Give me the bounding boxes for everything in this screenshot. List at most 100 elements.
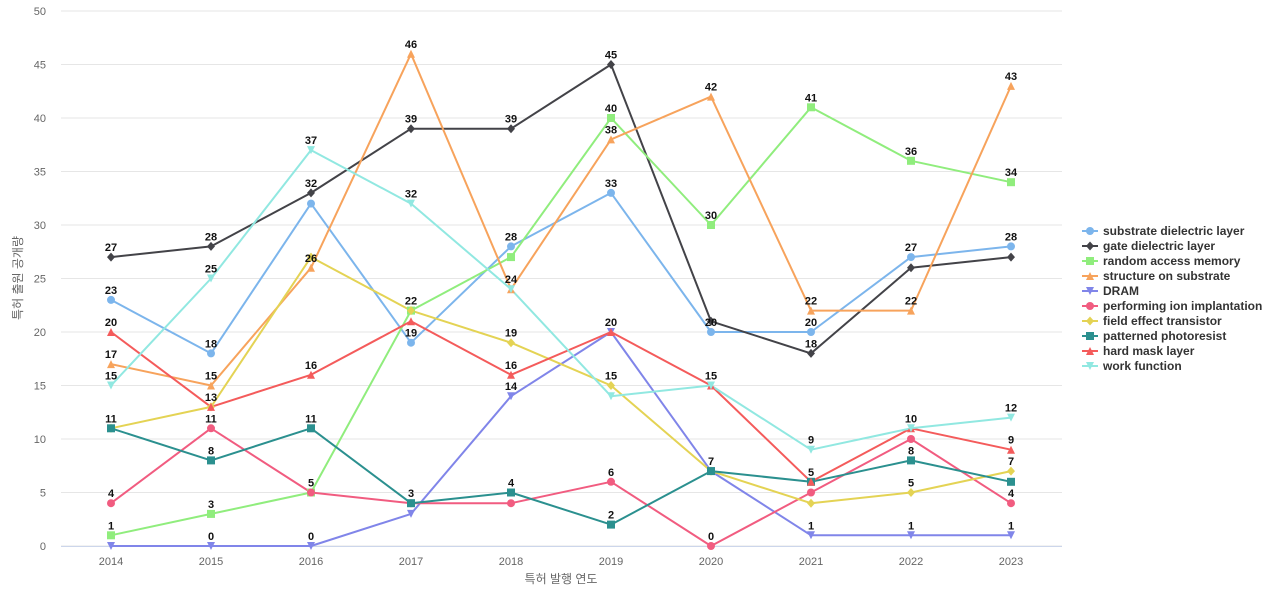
legend-item[interactable]: gate dielectric layer (1082, 239, 1215, 253)
x-tick-label: 2019 (599, 556, 623, 568)
legend-item[interactable]: hard mask layer (1082, 344, 1195, 358)
series-point (1007, 445, 1015, 454)
data-label: 5 (308, 478, 314, 490)
x-tick-label: 2016 (299, 556, 323, 568)
series-point (507, 370, 515, 379)
series-markers (107, 49, 1015, 550)
y-tick-label: 15 (34, 381, 46, 393)
data-label: 9 (808, 435, 814, 447)
x-tick-label: 2022 (899, 556, 923, 568)
legend-item[interactable]: field effect transistor (1082, 314, 1222, 328)
series-point (107, 381, 115, 390)
series-point (807, 103, 815, 112)
data-label: 18 (205, 338, 217, 350)
data-label: 41 (805, 92, 817, 104)
x-axis-title: 특허 발행 연도 (525, 571, 598, 586)
y-tick-label: 45 (34, 60, 46, 72)
series-point (1007, 413, 1015, 422)
legend-item[interactable]: work function (1082, 359, 1182, 373)
data-label: 4 (108, 488, 115, 500)
series-point (707, 92, 715, 101)
data-label: 9 (1008, 435, 1014, 447)
series-point (307, 188, 315, 198)
series-point (907, 424, 915, 433)
legend-label: DRAM (1103, 284, 1139, 298)
series-point (907, 456, 915, 465)
series-point (307, 542, 315, 550)
series-lines (110, 52, 1012, 547)
data-label: 22 (805, 296, 817, 308)
series-point (107, 531, 115, 540)
series-point (707, 221, 715, 229)
series-point (607, 520, 615, 529)
legend-item[interactable]: performing ion implantation (1082, 299, 1262, 313)
data-label: 7 (708, 456, 714, 468)
series-point (607, 328, 615, 336)
series-point (707, 316, 715, 326)
series-point (707, 542, 715, 550)
legend-swatch-marker (1086, 241, 1094, 251)
y-tick-label: 35 (34, 167, 46, 179)
series-point (507, 488, 515, 497)
series-point (807, 445, 815, 454)
series-point (607, 188, 615, 197)
series-point (707, 328, 715, 336)
data-label: 45 (605, 50, 617, 62)
data-label: 33 (605, 178, 617, 190)
legend-item[interactable]: random access memory (1082, 254, 1241, 268)
legend-label: performing ion implantation (1103, 299, 1262, 313)
series-point (407, 317, 415, 326)
data-label: 1 (1008, 520, 1014, 532)
legend-item[interactable]: substrate dielectric layer (1082, 224, 1245, 238)
series-point (407, 499, 415, 508)
data-label: 36 (905, 146, 917, 158)
series-point (1007, 252, 1015, 262)
series-point (407, 124, 415, 134)
series-point (407, 338, 415, 347)
legend-item[interactable]: structure on substrate (1082, 269, 1231, 283)
data-label: 16 (305, 360, 317, 372)
y-tick-label: 20 (34, 327, 46, 339)
series-line (110, 256, 1012, 505)
data-labels: 2723201715114128251815131183037322616115… (105, 39, 1018, 543)
series-line (110, 149, 1012, 451)
series-point (907, 263, 915, 273)
legend-swatch-marker (1086, 257, 1094, 265)
legend-item[interactable]: patterned photoresist (1082, 329, 1226, 343)
series-point (807, 498, 815, 508)
series-point (407, 49, 415, 58)
series-line (110, 320, 1012, 483)
y-tick-label: 10 (34, 434, 46, 446)
series-point (607, 135, 615, 144)
legend-swatch-marker (1086, 332, 1094, 340)
y-tick-label: 40 (34, 113, 46, 125)
x-tick-label: 2018 (499, 556, 523, 568)
series-point (807, 488, 815, 497)
series-point (607, 392, 615, 401)
data-label: 22 (905, 296, 917, 308)
data-label: 40 (605, 103, 617, 115)
series-point (507, 124, 515, 134)
series-point (607, 381, 615, 390)
series-point (207, 456, 215, 465)
legend-item[interactable]: DRAM (1082, 284, 1139, 298)
series-point (307, 263, 315, 272)
data-label: 32 (305, 178, 317, 190)
legend-swatch-marker (1086, 287, 1094, 295)
data-label: 23 (105, 285, 117, 297)
data-label: 8 (208, 445, 214, 457)
series-point (907, 306, 915, 315)
series-point (307, 488, 315, 497)
series-point (907, 488, 915, 497)
series-point (207, 381, 215, 390)
legend-swatch-marker (1086, 227, 1094, 235)
series-point (607, 477, 615, 486)
series-point (307, 424, 315, 433)
series-point (807, 348, 815, 358)
legend-label: work function (1102, 359, 1182, 373)
data-label: 5 (808, 467, 814, 479)
data-label: 32 (405, 189, 417, 201)
y-axis-ticks: 0 5 10 15 20 25 30 35 40 45 50 (34, 6, 46, 553)
series-point (907, 435, 915, 443)
